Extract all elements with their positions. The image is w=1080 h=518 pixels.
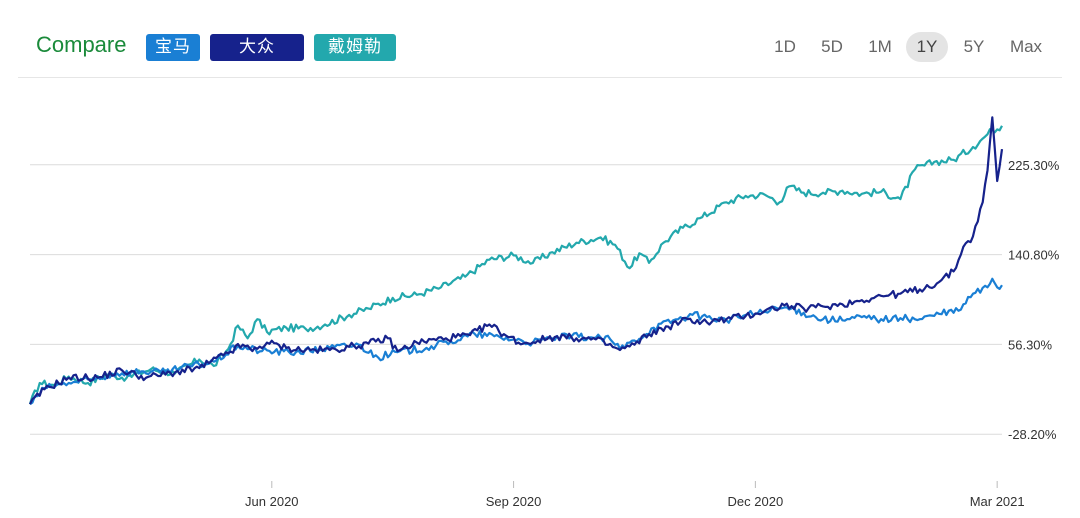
x-tick-label: Dec 2020 — [728, 494, 784, 509]
compare-chip-bmw[interactable]: 宝马 — [146, 34, 200, 61]
gridlines — [30, 164, 1002, 435]
compare-chip-daimler[interactable]: 戴姆勒 — [314, 34, 396, 61]
compare-label: Compare — [36, 32, 127, 57]
series-lines — [28, 116, 1004, 406]
y-axis: 225.30% 140.80% 56.30% -28.20% — [1008, 158, 1060, 442]
x-axis: Jun 2020 Sep 2020 Dec 2020 Mar 2021 — [245, 481, 1025, 509]
range-tab-1y[interactable]: 1Y — [906, 32, 948, 62]
x-tick-label: Mar 2021 — [970, 494, 1025, 509]
range-tab-max[interactable]: Max — [1009, 37, 1043, 56]
range-tab-1d[interactable]: 1D — [774, 37, 796, 56]
range-tab-1m[interactable]: 1M — [868, 37, 892, 56]
compare-chip-vw[interactable]: 大众 — [210, 34, 304, 61]
series-line-1[interactable] — [28, 125, 1003, 405]
chart-header: Compare 宝马 大众 戴姆勒 1D 5D 1M 1Y 5Y Max — [0, 0, 1080, 78]
x-tick-label: Jun 2020 — [245, 494, 299, 509]
y-tick-label: 56.30% — [1008, 337, 1053, 352]
header-divider — [18, 77, 1062, 78]
y-tick-label: 225.30% — [1008, 158, 1060, 173]
range-tab-5d[interactable]: 5D — [821, 37, 843, 56]
y-tick-label: 140.80% — [1008, 248, 1060, 263]
series-line-3[interactable] — [29, 116, 1004, 405]
y-tick-label: -28.20% — [1008, 427, 1057, 442]
range-tab-5y[interactable]: 5Y — [963, 37, 985, 56]
x-tick-label: Sep 2020 — [486, 494, 542, 509]
